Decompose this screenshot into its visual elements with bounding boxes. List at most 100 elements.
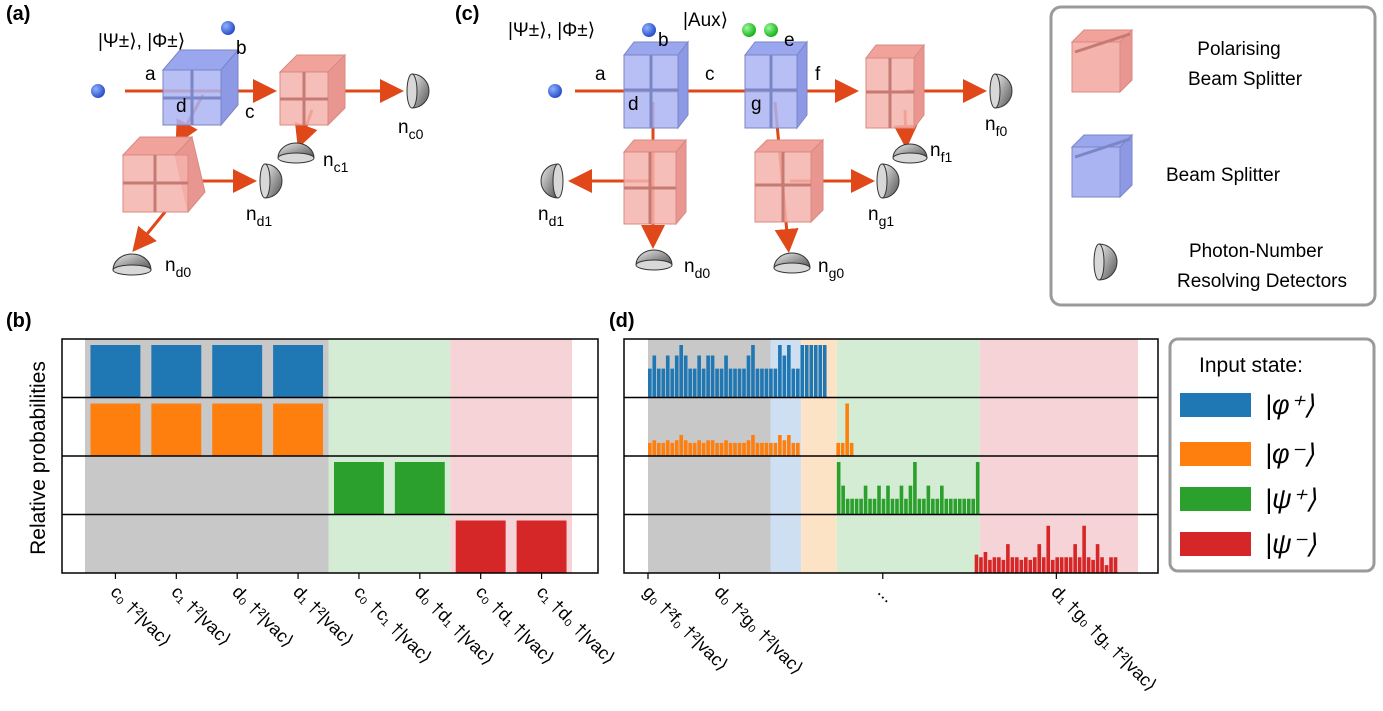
chart-d-bar [679,345,684,398]
chart-d-bar [724,440,728,456]
chart-d-bar [665,355,670,398]
detector-c0: nc0 [398,73,430,142]
chart-d-bar [791,368,796,398]
chart-d-bar [962,498,967,515]
chart-d-bar [773,442,778,456]
mode-c-g: g [751,94,762,115]
chart-d-bar [760,368,764,398]
chart-b-bar [333,462,384,515]
detector-c1: nc1 [277,142,349,175]
chart-d-bar [1032,557,1037,573]
chart-d-bar [836,442,840,456]
chart-d-bar [737,368,742,398]
chart-d-bar [755,442,760,456]
chart-d-bar [872,498,877,515]
chart-d-bar [796,442,800,456]
detector-label: n [323,150,334,171]
chart-d-bar [769,368,773,398]
chart-d-tick-label: ... [874,582,899,607]
chart-d-bar [787,345,791,398]
mode-a: a [145,64,156,85]
chart-d-bar [886,485,890,515]
detector-d0-c: nd0 [635,249,711,281]
chart-d-bar [661,442,666,456]
chart-d-bar [881,498,886,515]
chart-d-bar [1104,565,1109,573]
photon-a-left [91,84,105,98]
panel-label-d: (d) [609,310,635,332]
svg-text:nf1: nf1 [930,140,952,165]
detector-g1: ng1 [868,163,900,229]
chart-d-bar [670,368,675,398]
chart-d-bar [850,498,854,515]
chart-d-bar [692,442,697,456]
chart-d-bar [1095,544,1100,573]
chart-d-bar [899,485,904,515]
chart-d-bar [868,498,872,515]
chart-d-bar [997,557,1001,573]
chart-d-bar [791,442,796,456]
chart-d-bar [661,368,666,398]
beam-to-det-d0 [132,211,167,252]
detector-g0: ng0 [773,252,844,281]
chart-d-bar [1068,557,1073,573]
chart-d-bar [746,355,751,398]
legend-det-line1: Photon-Number [1189,241,1324,262]
panel-label-a: (a) [6,3,30,25]
chart-d-bar [904,498,908,515]
chart-d-bar [746,440,751,456]
chart-b-tick-label: c₁ †²|vac⟩ [167,582,235,650]
mode-c-f: f [815,64,821,85]
svg-text:nd1: nd1 [538,204,564,229]
chart-d-bar [935,498,940,515]
svg-text:nf0: nf0 [985,114,1007,139]
chart-d-bar [728,368,733,398]
chart-d-bar [818,345,823,398]
chart-d-bar [917,498,922,515]
detector-sub: f0 [996,123,1008,139]
chart-d-bar [648,368,652,398]
chart-d-bar [769,442,773,456]
chart-d-bar [845,403,849,456]
polarising-beam-splitter-a1 [278,53,347,127]
chart-d-bar [706,355,710,398]
chart-d-bar [840,442,845,456]
chart-d-bar [656,368,661,398]
chart-d-bar [688,442,692,456]
chart-d-bar [908,485,913,515]
panel-b-chart: (b) Relative probabilities c₀ †²|vac⟩c₁ … [6,310,619,669]
chart-d-bar [674,355,679,398]
chart-d-bar [877,485,881,515]
detector-sub: c1 [334,159,349,175]
chart-d-bar [926,485,931,515]
chart-d-bar [1041,557,1046,573]
detector-label: n [985,114,996,135]
detector-sub: g1 [879,213,895,229]
chart-d-bar [1050,559,1055,573]
chart-b-plot: c₀ †²|vac⟩c₁ †²|vac⟩d₀ †²|vac⟩d₁ †²|vac⟩… [61,338,619,669]
chart-d-bar [764,442,769,456]
y-axis-label: Relative probabilities [27,361,50,555]
chart-d-bar [715,368,719,398]
detector-label: n [165,255,176,276]
chart-d-bar [701,368,706,398]
chart-d-bar [706,440,710,456]
chart-d-bar [782,440,787,456]
mode-c-c: c [705,64,715,85]
chart-d-bar [697,440,701,456]
detector-sub: d0 [695,265,711,281]
chart-d-bar [1064,557,1068,573]
chart-d-bar [1006,544,1010,573]
panel-label-b: (b) [6,310,32,332]
mode-b: b [236,38,247,59]
chart-d-bar [922,498,926,515]
detector-f0: nf0 [985,73,1013,139]
chart-d-bar [841,485,845,515]
legend-swatch-psi-plus [1180,487,1251,511]
beam-splitter-c2 [743,40,809,130]
chart-b-bar [273,345,324,398]
chart-b-tick-label: d₀ †²|vac⟩ [228,582,297,651]
chart-b-tick-label: c₀ †²|vac⟩ [107,582,176,651]
legend-det-line2: Resolving Detectors [1177,271,1347,292]
